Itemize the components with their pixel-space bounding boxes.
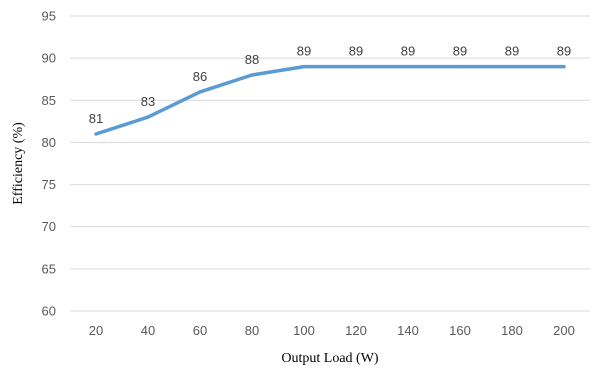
data-label: 83 xyxy=(141,94,155,109)
y-tick-label: 75 xyxy=(42,177,56,192)
data-label: 89 xyxy=(505,44,519,59)
gridlines xyxy=(70,15,590,312)
x-axis-title: Output Load (W) xyxy=(281,351,379,366)
data-point xyxy=(562,65,566,69)
y-tick-label: 70 xyxy=(42,219,56,234)
data-point xyxy=(250,73,254,77)
y-tick-label: 95 xyxy=(42,9,56,24)
data-point xyxy=(406,65,410,69)
y-tick-label: 65 xyxy=(42,261,56,276)
series-line xyxy=(94,64,566,136)
series-group xyxy=(94,64,566,136)
x-tick-label: 40 xyxy=(141,323,155,338)
data-point xyxy=(146,115,150,119)
y-axis-title: Efficiency (%) xyxy=(11,122,26,205)
x-tick-label: 180 xyxy=(501,323,523,338)
y-tick-label: 90 xyxy=(42,51,56,66)
data-label: 89 xyxy=(297,44,311,59)
y-tick-label: 85 xyxy=(42,93,56,108)
data-point xyxy=(198,90,202,94)
x-axis-ticks: 20 40 60 80 100 120 140 160 180 200 xyxy=(89,323,575,338)
y-axis-ticks: 60 65 70 75 80 85 90 95 xyxy=(42,9,56,319)
data-labels: 81 83 86 88 89 89 89 89 89 89 xyxy=(89,44,571,126)
y-tick-label: 80 xyxy=(42,135,56,150)
x-tick-label: 120 xyxy=(345,323,367,338)
x-tick-label: 100 xyxy=(293,323,315,338)
data-point xyxy=(458,65,462,69)
x-tick-label: 200 xyxy=(553,323,575,338)
data-point xyxy=(354,65,358,69)
y-tick-label: 60 xyxy=(42,304,56,319)
data-label: 89 xyxy=(453,44,467,59)
data-label: 88 xyxy=(245,52,259,67)
data-point xyxy=(510,65,514,69)
x-tick-label: 140 xyxy=(397,323,419,338)
data-label: 89 xyxy=(557,44,571,59)
data-point xyxy=(302,65,306,69)
data-label: 81 xyxy=(89,111,103,126)
data-label: 86 xyxy=(193,69,207,84)
data-point xyxy=(94,132,98,136)
x-tick-label: 20 xyxy=(89,323,103,338)
x-tick-label: 60 xyxy=(193,323,207,338)
x-tick-label: 80 xyxy=(245,323,259,338)
data-label: 89 xyxy=(349,44,363,59)
x-tick-label: 160 xyxy=(449,323,471,338)
data-label: 89 xyxy=(401,44,415,59)
